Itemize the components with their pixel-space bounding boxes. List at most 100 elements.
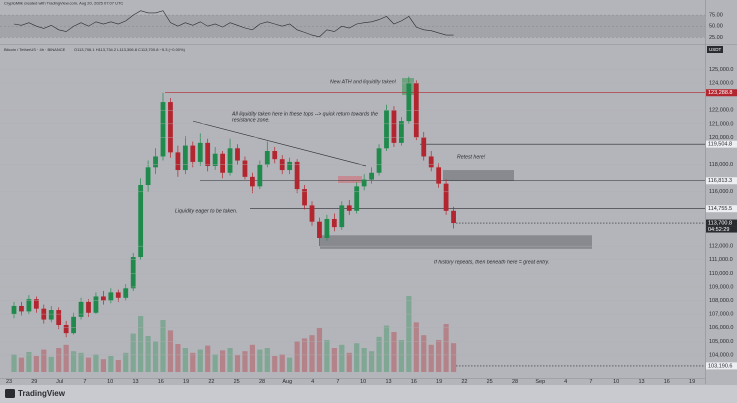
candle-body <box>212 153 218 166</box>
candle-body <box>190 145 196 162</box>
annotation: Liquidity eager to be taken. <box>175 208 237 214</box>
x-tick-label: 13 <box>385 379 391 385</box>
y-tick-label: 110,000.0 <box>709 271 733 277</box>
candle-body <box>182 145 188 171</box>
volume-bar <box>197 349 203 372</box>
volume-bar <box>130 333 136 372</box>
volume-bar <box>212 354 218 372</box>
volume-bar <box>294 341 300 372</box>
candle-body <box>160 102 166 157</box>
volume-bar <box>138 316 144 372</box>
annotation: Retest here! <box>457 154 486 160</box>
volume-bar <box>264 348 270 372</box>
volume-bar <box>421 335 427 372</box>
level-box <box>706 219 737 227</box>
candle-body <box>11 305 17 315</box>
candle-body <box>145 167 151 185</box>
candle-body <box>421 137 427 157</box>
y-tick-label: 120,000.0 <box>709 135 733 141</box>
candle-body <box>369 172 374 180</box>
candle-body <box>302 189 307 206</box>
zone <box>338 176 362 183</box>
x-tick-label: 10 <box>107 379 113 385</box>
currency: USDT <box>709 47 722 52</box>
candle-body <box>123 288 129 298</box>
volume-bar <box>18 357 25 372</box>
volume-bar <box>287 357 293 372</box>
volume-bar <box>93 354 99 372</box>
y-tick-label: 109,000.0 <box>709 284 733 290</box>
countdown-box <box>706 226 737 233</box>
y-tick-label: 107,000.0 <box>709 312 733 318</box>
candle-body <box>130 257 136 289</box>
x-tick-label: 22 <box>461 379 467 385</box>
header: CryptoMilk created with TradingView.com,… <box>4 1 123 6</box>
candle-body <box>235 148 240 161</box>
candle-body <box>175 152 181 171</box>
candle-body <box>294 161 300 190</box>
candle-body <box>197 142 203 162</box>
volume-bar <box>152 341 159 372</box>
volume-bar <box>369 351 375 372</box>
volume-bar <box>33 356 39 372</box>
volume-bar <box>234 355 241 372</box>
footer <box>0 385 737 403</box>
volume-bar <box>450 343 457 372</box>
volume-bar <box>56 348 62 372</box>
ohlc: O113,706.1 H113,734.2 L113,306.8 C113,70… <box>74 47 186 52</box>
annotation: If history repeats, then beneath here = … <box>434 259 549 265</box>
level-label: 116,813.3 <box>708 178 732 184</box>
volume-bar <box>272 356 278 372</box>
candle-body <box>264 151 270 165</box>
candle-body <box>168 102 173 153</box>
candle-body <box>324 218 330 239</box>
volume-bar <box>339 344 345 372</box>
y-tick-label: 121,000.0 <box>709 121 733 127</box>
volume-bar <box>71 351 77 372</box>
candle-body <box>436 167 442 184</box>
volume-bar <box>123 352 129 372</box>
x-tick-label: 25 <box>487 379 493 385</box>
y-tick-label: 104,000.0 <box>709 352 733 358</box>
rsi-tick-label: 50.00 <box>709 24 723 30</box>
x-tick-label: 16 <box>664 379 670 385</box>
x-tick-label: 29 <box>31 379 37 385</box>
volume-bar <box>63 344 69 372</box>
level-label: 114,755.5 <box>708 206 732 212</box>
candle-body <box>33 299 39 309</box>
x-tick-label: 4 <box>311 379 314 385</box>
annotation: All liquidity taken here in these tops -… <box>231 111 378 117</box>
x-tick-label: 19 <box>183 379 189 385</box>
zone <box>443 170 514 181</box>
volume-bar <box>316 328 323 372</box>
volume-bar <box>160 320 166 372</box>
candle-body <box>71 316 76 334</box>
candle-body <box>406 83 412 122</box>
x-tick-label: 4 <box>564 379 567 385</box>
volume-bar <box>301 338 308 372</box>
candle-body <box>19 305 24 312</box>
volume-bar <box>227 348 233 372</box>
brand-logo <box>5 389 15 398</box>
candle-body <box>376 148 382 173</box>
candle-body <box>227 148 233 173</box>
zone <box>320 235 592 249</box>
annotation: New ATH and liquidity taken! <box>330 79 397 85</box>
volume-bar <box>436 340 442 372</box>
y-tick-label: 124,000.0 <box>709 81 733 87</box>
candle-body <box>354 186 360 211</box>
candle-body <box>220 153 225 173</box>
volume-bar <box>279 354 285 372</box>
candle-body <box>242 160 248 177</box>
x-tick-label: 7 <box>589 379 592 385</box>
volume-bar <box>182 348 188 372</box>
brand: TradingView <box>18 389 66 398</box>
volume-bar <box>309 335 315 372</box>
volume-bar <box>413 322 419 372</box>
candle-body <box>205 142 211 166</box>
candle-body <box>399 121 404 143</box>
x-tick-label: Sep <box>535 379 545 385</box>
candle-body <box>86 301 91 313</box>
x-tick-label: 13 <box>638 379 644 385</box>
volume-bar <box>175 344 181 372</box>
